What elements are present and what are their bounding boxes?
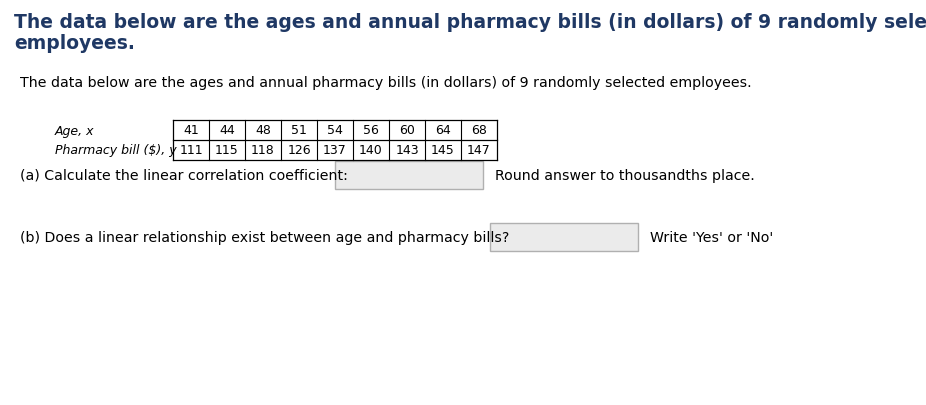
Text: 126: 126 [287,144,311,157]
Text: 145: 145 [432,144,455,157]
Text: 68: 68 [471,124,487,137]
FancyBboxPatch shape [490,224,638,252]
Text: 118: 118 [251,144,275,157]
Text: The data below are the ages and annual pharmacy bills (in dollars) of 9 randomly: The data below are the ages and annual p… [20,76,752,90]
Text: Write 'Yes' or 'No': Write 'Yes' or 'No' [650,230,773,244]
Text: 54: 54 [327,124,343,137]
Text: 140: 140 [359,144,382,157]
Text: 64: 64 [435,124,451,137]
Text: 147: 147 [467,144,491,157]
Text: 60: 60 [399,124,415,137]
Text: 137: 137 [323,144,347,157]
Text: (a) Calculate the linear correlation coefficient:: (a) Calculate the linear correlation coe… [20,168,348,183]
Text: 111: 111 [180,144,203,157]
Text: Pharmacy bill ($), y: Pharmacy bill ($), y [55,144,177,157]
Text: 48: 48 [255,124,271,137]
Text: 115: 115 [215,144,239,157]
Text: employees.: employees. [14,34,135,53]
Text: 56: 56 [363,124,379,137]
Text: Round answer to thousandths place.: Round answer to thousandths place. [495,168,755,183]
Text: Age, x: Age, x [55,124,94,137]
Text: 44: 44 [219,124,235,137]
FancyBboxPatch shape [335,162,483,190]
Text: 51: 51 [291,124,307,137]
Text: (b) Does a linear relationship exist between age and pharmacy bills?: (b) Does a linear relationship exist bet… [20,230,509,244]
Text: 143: 143 [395,144,419,157]
Text: 41: 41 [183,124,199,137]
Text: The data below are the ages and annual pharmacy bills (in dollars) of 9 randomly: The data below are the ages and annual p… [14,13,926,32]
